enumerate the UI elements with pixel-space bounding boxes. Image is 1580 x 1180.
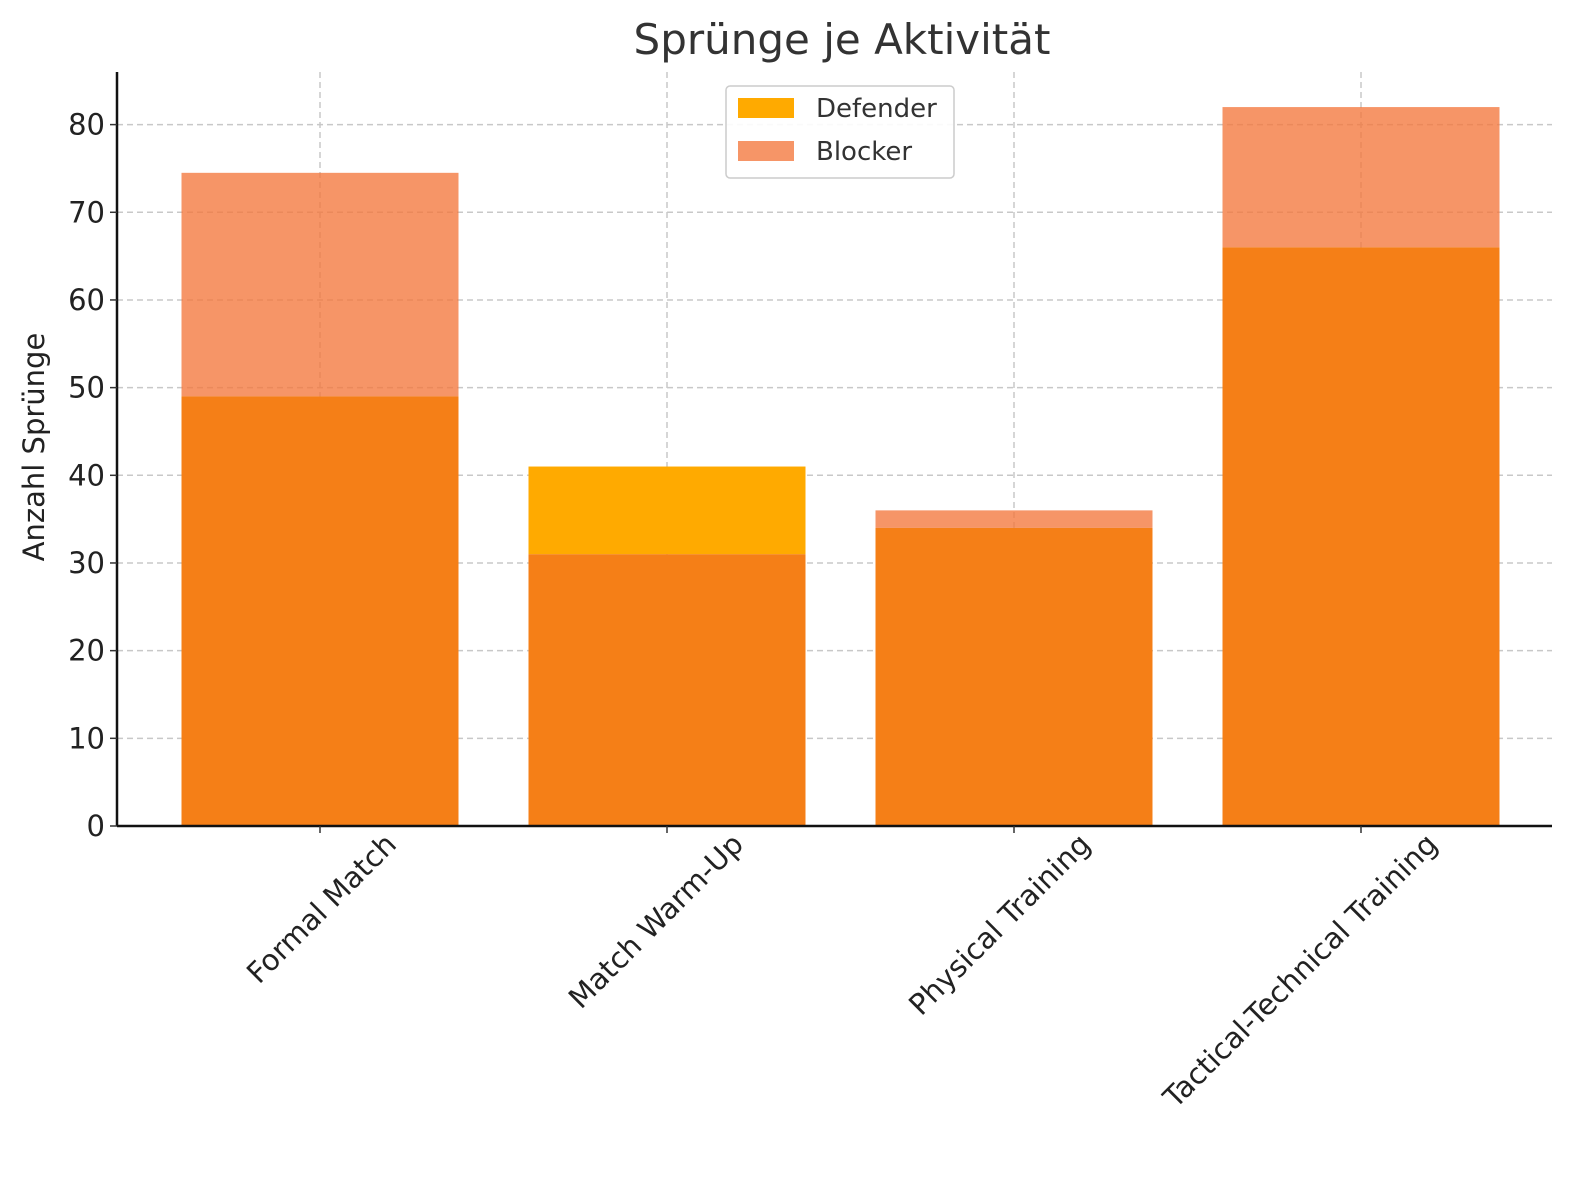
bar-blocker bbox=[875, 510, 1153, 528]
legend-swatch bbox=[738, 141, 794, 161]
x-tick-label: Tactical-Technical Training bbox=[1156, 827, 1444, 1115]
legend: Defender Blocker bbox=[725, 85, 955, 179]
y-tick-label: 30 bbox=[68, 546, 105, 580]
bar-overlap bbox=[528, 554, 806, 826]
y-tick-label: 50 bbox=[68, 371, 105, 405]
y-tick-label: 10 bbox=[68, 721, 105, 755]
axes-layer bbox=[115, 72, 1552, 828]
legend-label: Defender bbox=[816, 94, 937, 124]
y-tick-label: 20 bbox=[68, 634, 105, 668]
bar-defender bbox=[528, 466, 806, 555]
bar-overlap bbox=[875, 527, 1153, 826]
y-tick-label: 80 bbox=[68, 108, 105, 142]
y-tick-labels: 0 10 20 30 40 50 60 70 80 bbox=[68, 108, 117, 843]
x-tick-label: Physical Training bbox=[902, 827, 1097, 1022]
y-tick-label: 60 bbox=[68, 283, 105, 317]
y-tick-label: 40 bbox=[68, 458, 105, 492]
legend-label: Blocker bbox=[816, 137, 912, 167]
y-tick-label: 0 bbox=[87, 809, 105, 843]
bar-blocker bbox=[181, 172, 459, 397]
y-axis-label: Anzahl Sprünge bbox=[17, 333, 51, 562]
legend-swatch bbox=[738, 98, 794, 118]
bar-blocker bbox=[1222, 107, 1500, 248]
bars-layer bbox=[181, 107, 1500, 827]
y-tick-label: 70 bbox=[68, 195, 105, 229]
x-tick-labels: Formal Match Match Warm-Up Physical Traini… bbox=[240, 826, 1444, 1115]
x-tick-label: Match Warm-Up bbox=[562, 827, 750, 1015]
bar-overlap bbox=[1222, 247, 1500, 827]
bar-overlap bbox=[181, 396, 459, 826]
chart-title: Sprünge je Aktivität bbox=[634, 15, 1051, 64]
x-tick-label: Formal Match bbox=[240, 827, 403, 990]
